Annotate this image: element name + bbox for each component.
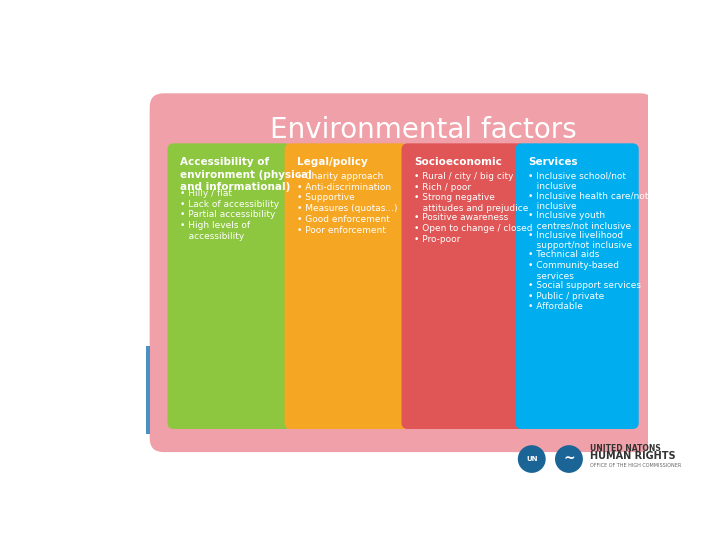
Text: • Pro-poor: • Pro-poor (414, 234, 460, 244)
Text: Legal/policy: Legal/policy (297, 157, 368, 167)
Text: • Lack of accessibility: • Lack of accessibility (180, 200, 279, 208)
Text: • Anti-discrimination: • Anti-discrimination (297, 183, 391, 192)
Bar (145, 346, 150, 434)
Text: • Supportive: • Supportive (297, 193, 355, 202)
Text: • Social support services: • Social support services (528, 281, 641, 290)
Text: • Partial accessibility: • Partial accessibility (180, 211, 275, 219)
Text: • Poor enforcement: • Poor enforcement (297, 226, 386, 235)
Text: Environmental factors: Environmental factors (270, 116, 577, 144)
Text: • Positive awareness: • Positive awareness (414, 213, 508, 222)
Text: • Measures (quotas...): • Measures (quotas...) (297, 204, 397, 213)
Text: • Inclusive school/not
   inclusive: • Inclusive school/not inclusive (528, 172, 626, 191)
Text: • Good enforcement: • Good enforcement (297, 215, 390, 224)
Text: • Community-based
   services: • Community-based services (528, 261, 619, 281)
Text: • High levels of
   accessibility: • High levels of accessibility (180, 221, 250, 240)
Text: • Strong negative
   attitudes and prejudice: • Strong negative attitudes and prejudic… (414, 193, 528, 213)
Text: • Charity approach: • Charity approach (297, 172, 383, 181)
Text: OFFICE OF THE HIGH COMMISSIONER: OFFICE OF THE HIGH COMMISSIONER (590, 463, 681, 468)
Text: Socioeconomic: Socioeconomic (414, 157, 502, 167)
FancyBboxPatch shape (284, 143, 408, 429)
Text: • Open to change / closed: • Open to change / closed (414, 224, 533, 233)
Circle shape (518, 445, 546, 473)
FancyBboxPatch shape (402, 143, 525, 429)
Text: UNITED NATONS: UNITED NATONS (590, 444, 661, 453)
FancyBboxPatch shape (150, 93, 654, 452)
Text: • Technical aids: • Technical aids (528, 251, 599, 259)
Circle shape (555, 445, 583, 473)
Text: • Rural / city / big city: • Rural / city / big city (414, 172, 513, 181)
Text: • Inclusive health care/not
   inclusive: • Inclusive health care/not inclusive (528, 192, 648, 211)
Text: UN: UN (526, 456, 538, 462)
Text: • Public / private: • Public / private (528, 292, 604, 301)
Text: • Rich / poor: • Rich / poor (414, 183, 471, 192)
FancyBboxPatch shape (168, 143, 291, 429)
Text: • Inclusive livelihood
   support/not inclusive: • Inclusive livelihood support/not inclu… (528, 231, 632, 250)
Text: • Affordable: • Affordable (528, 302, 582, 312)
FancyBboxPatch shape (516, 143, 639, 429)
Text: • Hilly / flat: • Hilly / flat (180, 189, 232, 198)
Text: • Inclusive youth
   centres/not inclusive: • Inclusive youth centres/not inclusive (528, 211, 631, 231)
Text: HUMAN RIGHTS: HUMAN RIGHTS (590, 451, 675, 461)
Text: Services: Services (528, 157, 577, 167)
Text: ~: ~ (563, 452, 575, 466)
Text: Accessibility of
environment (physical
and informational): Accessibility of environment (physical a… (180, 157, 312, 192)
